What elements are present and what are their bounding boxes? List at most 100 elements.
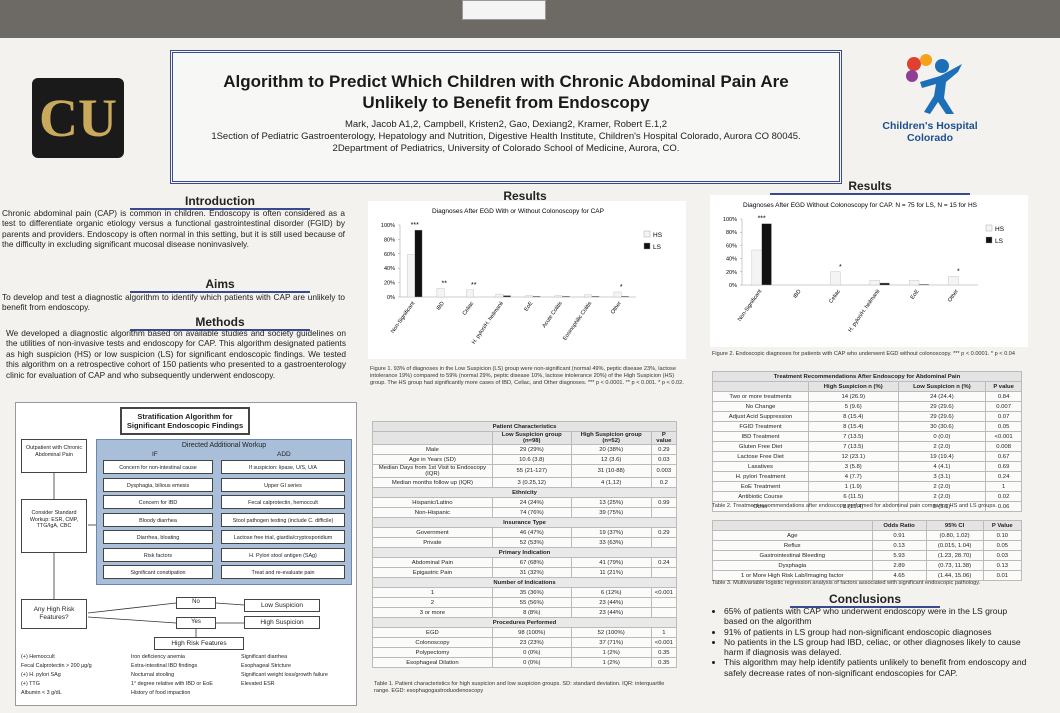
table-row: 1 or More High Risk Lab/Imaging factor 4.… — [712, 570, 1023, 581]
table-cell: 41 (79%) — [570, 557, 652, 568]
table-cell: FGID Treatment — [712, 421, 809, 432]
table-cell: 0.05 — [982, 540, 1023, 551]
table-cell: 13 (25%) — [570, 497, 652, 508]
table-cell: 8 (8%) — [491, 607, 572, 618]
table-cell: Non-Hispanic — [372, 507, 493, 518]
start-node: Outpatient with Chronic Abdominal Pain — [21, 439, 87, 473]
table-row: Non-Hispanic 74 (76%) 39 (75%) — [372, 507, 678, 518]
legend-swatch — [985, 236, 993, 244]
x-tick-label: Celiac — [828, 289, 842, 305]
conclusion-bullet: This algorithm may help identify patient… — [724, 657, 1032, 678]
table-caption: Table 3. Multivariable logistic regressi… — [712, 580, 981, 586]
table-caption: Table 1. Patient characteristics for hig… — [374, 681, 665, 694]
table-cell: 39 (75%) — [570, 507, 652, 518]
x-tick-label: Celiac — [462, 301, 476, 317]
section-heading: Conclusions — [790, 592, 940, 608]
table-row: 3 or more 8 (8%) 23 (44%) — [372, 607, 678, 618]
table-cell: 0.99 — [650, 497, 678, 508]
add-cell: Lactose free trial, giardia/cryptosporid… — [221, 530, 345, 544]
bar — [751, 249, 762, 286]
if-cell: Bloody diarrhea — [103, 512, 213, 527]
table-cell: 1 (2%) — [570, 647, 652, 658]
table-cell: 2 (2.0) — [897, 491, 987, 502]
table-cell: 7 (13.5) — [808, 441, 899, 452]
question-node: Any High Risk Features? — [21, 599, 87, 629]
if-cell: Risk factors — [103, 547, 213, 562]
y-tick-label: 100% — [381, 223, 395, 229]
bar — [466, 289, 474, 298]
bar — [879, 282, 890, 286]
bar — [908, 280, 920, 286]
table: Odds Ratio 95% CI P Value Age 0.91 (0.80, 1.0… — [712, 520, 1023, 581]
table-cell — [650, 537, 678, 548]
x-tick-label: Eosinophilic Colitis — [562, 301, 593, 342]
feature-item: (+) Hemoccult — [21, 654, 55, 660]
table-cell: EGD — [372, 627, 493, 638]
significance: * — [957, 268, 960, 275]
feature-item: Fecal Calprotectin > 200 µg/g — [21, 663, 92, 669]
table-cell: 8 (15.4) — [808, 421, 899, 432]
table-cell: 1 — [985, 481, 1022, 492]
table-cell: 0.03 — [982, 550, 1023, 561]
table-cell: Gluten Free Diet — [712, 441, 809, 452]
table-cell: 5 (5.1) — [897, 501, 987, 512]
header-cell: 95% CI — [925, 520, 984, 531]
table-row: Dysphagia 2.89 (0.73, 11.38) 0.13 — [712, 560, 1023, 571]
header-cell: High Suspicion group (n=52) — [570, 431, 652, 445]
conclusion-bullet: 91% of patients in LS group had non-sign… — [724, 627, 1032, 637]
table-row: Antibiotic Course 6 (11.5) 2 (2.0) 0.02 — [712, 491, 1022, 502]
bar — [436, 288, 445, 298]
data-table: Patient Characteristics Low Suspicion gro… — [372, 421, 678, 668]
header-row: Low Suspicion group (n=98) High Suspicion… — [372, 431, 678, 445]
table-cell — [650, 567, 678, 578]
table-cell: 8 (15.4) — [808, 411, 899, 422]
section-heading: Methods — [130, 315, 310, 331]
table-cell: 74 (76%) — [491, 507, 572, 518]
table-cell: Dysphagia — [712, 560, 873, 571]
algorithm-connectors — [53, 473, 245, 637]
table-cell: <0.001 — [985, 431, 1022, 442]
table-cell: Reflux — [712, 540, 873, 551]
table-cell: 0.003 — [650, 464, 678, 478]
table-cell: Lactose Free Diet — [712, 451, 809, 462]
authors: Mark, Jacob A1,2, Campbell, Kristen2, Ga… — [344, 119, 668, 130]
table-row: Gastrointestinal Bleeding 5.93 (1.23, 28.7… — [712, 550, 1023, 561]
if-label: IF — [152, 451, 158, 458]
feature-item: Elevated ESR — [241, 681, 275, 687]
table-cell: 55 (21-127) — [491, 464, 572, 478]
table-row: IBD Treatment 7 (13.5) 0 (0.0) <0.001 — [712, 431, 1022, 442]
add-cell: If suspicion: lipase, U/S, U/A — [221, 460, 345, 474]
table-cell: 6 (12%) — [570, 587, 652, 598]
add-cell: Treat and re-evaluate pain — [221, 565, 345, 579]
table-cell: (1.44, 15.06) — [925, 570, 984, 581]
table-cell: 11 (21%) — [570, 567, 652, 578]
table-cell: 19 (19.4) — [897, 451, 987, 462]
table-cell: 55 (56%) — [491, 597, 572, 608]
table-cell: 46 (47%) — [491, 527, 572, 538]
significance: ** — [471, 282, 477, 289]
table-row: Abdominal Pain 67 (68%) 41 (79%) 0.24 — [372, 557, 678, 568]
section-cell: Insurance Type — [372, 517, 677, 528]
table-cell: 29 (29.6) — [897, 401, 987, 412]
table-row: Private 52 (53%) 33 (63%) — [372, 537, 678, 548]
feature-item: (+) H. pylori SAg — [21, 672, 61, 678]
table-cell: 7 (13.5) — [808, 431, 899, 442]
table-cell: 0.84 — [985, 391, 1022, 402]
affiliation: 2Department of Pediatrics, University of… — [332, 143, 680, 154]
table-cell: 37 (71%) — [570, 637, 652, 648]
high-suspicion-node: High Suspicion — [244, 616, 320, 629]
x-tick-label: EoE — [910, 288, 921, 300]
if-cell: Diarrhea, bloating — [103, 530, 213, 544]
significance: * — [839, 264, 842, 271]
table-cell: 4.65 — [871, 570, 927, 581]
table-row: Median months follow up (IQR) 3 (0.25,12)… — [372, 477, 678, 488]
add-label: ADD — [277, 451, 291, 458]
feature-item: Iron deficiency anemia — [131, 654, 185, 660]
table: Treatment Recommendations After Endoscop… — [712, 371, 1022, 512]
add-cell: H. Pylori stool antigen (SAg) — [221, 547, 345, 562]
significance: * — [620, 284, 623, 291]
table-cell: Age — [712, 530, 873, 541]
section-cell: Primary Indication — [372, 547, 677, 558]
bar — [407, 254, 415, 298]
table-row: Age in Years (SD) 10.6 (3.8) 12 (3.6) 0.03 — [372, 454, 678, 465]
